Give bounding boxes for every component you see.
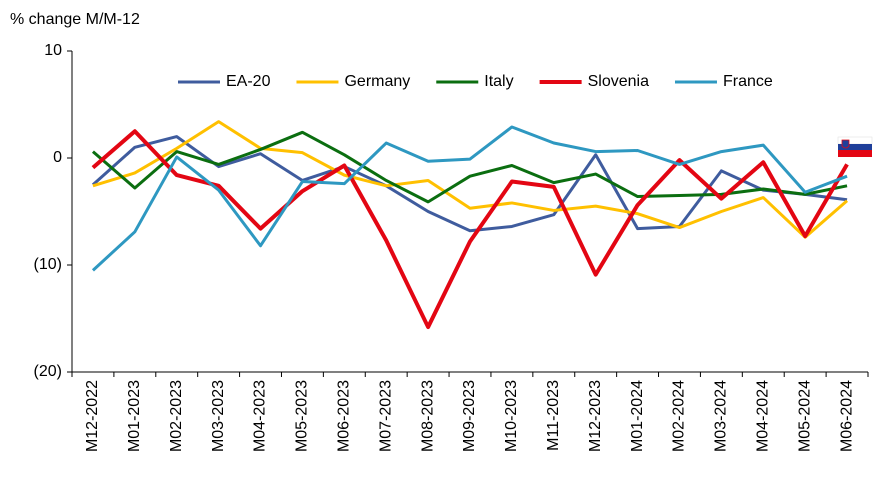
x-tick-label: M08-2023	[419, 380, 436, 452]
series-line	[91, 130, 848, 204]
legend-label: EA-20	[226, 73, 271, 90]
legend-label: Italy	[484, 73, 513, 90]
x-tick-label: M02-2023	[168, 380, 185, 452]
y-tick-label: 0	[53, 149, 62, 166]
x-tick-label: M09-2023	[461, 380, 478, 452]
y-tick-label: (20)	[34, 363, 62, 380]
x-tick-label: M04-2023	[252, 380, 269, 452]
y-tick-label: 10	[44, 42, 62, 59]
series-line	[92, 120, 849, 239]
x-tick-label: M01-2024	[629, 380, 646, 452]
y-axis-title: % change M/M-12	[10, 11, 140, 28]
x-tick-label: M10-2023	[503, 380, 520, 452]
y-tick-label: (10)	[34, 256, 62, 273]
x-tick-label: M04-2024	[754, 380, 771, 452]
series-line	[91, 129, 849, 330]
legend-label: Slovenia	[588, 73, 649, 90]
x-tick-label: M07-2023	[377, 380, 394, 452]
slovenia-flag	[837, 136, 873, 157]
x-tick-label: M12-2022	[84, 380, 101, 452]
x-tick-label: M01-2023	[126, 380, 143, 452]
x-tick-label: M03-2023	[210, 380, 227, 452]
x-tick-label: M05-2023	[294, 380, 311, 452]
legend-label: Germany	[344, 73, 410, 90]
x-tick-label: M12-2023	[587, 380, 604, 452]
x-tick-label: M05-2024	[796, 380, 813, 452]
x-tick-label: M06-2024	[838, 380, 855, 452]
series-line	[91, 125, 848, 272]
x-tick-label: M06-2023	[336, 380, 353, 452]
legend-label: France	[723, 73, 773, 90]
x-tick-label: M11-2023	[545, 380, 562, 451]
x-tick-label: M02-2024	[671, 380, 688, 452]
series-line	[91, 135, 848, 233]
x-tick-label: M03-2024	[713, 380, 730, 452]
